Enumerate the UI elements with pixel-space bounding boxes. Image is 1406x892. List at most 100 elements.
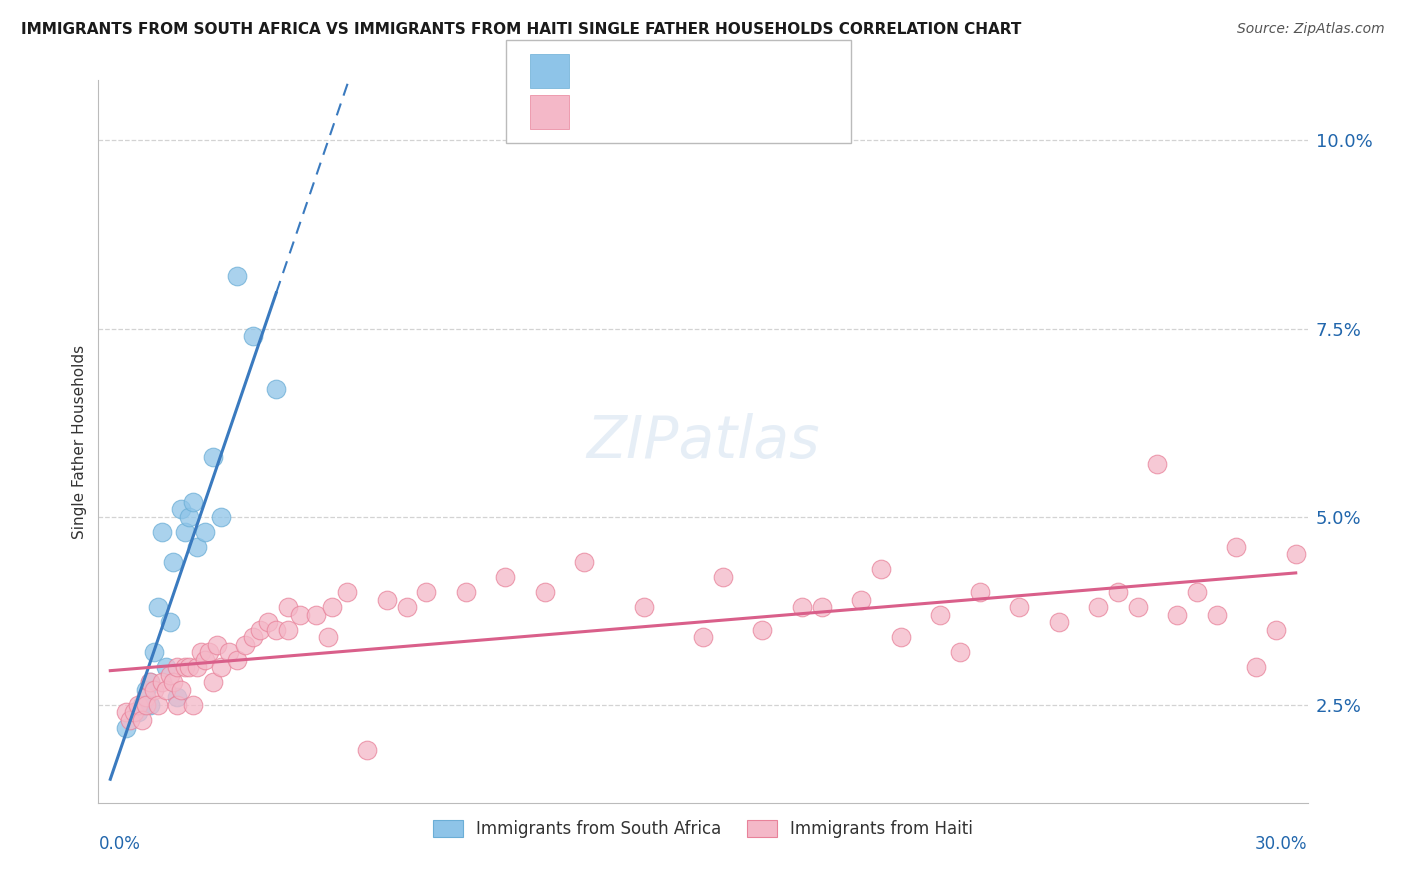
Legend: Immigrants from South Africa, Immigrants from Haiti: Immigrants from South Africa, Immigrants… — [426, 814, 980, 845]
Point — [1185, 585, 1208, 599]
Point — [1107, 585, 1129, 599]
Point — [166, 698, 188, 712]
Point — [170, 682, 193, 697]
Point — [179, 509, 201, 524]
Point — [849, 592, 872, 607]
Point — [494, 570, 516, 584]
Text: N = 24: N = 24 — [731, 62, 799, 79]
Point — [316, 630, 339, 644]
Point — [146, 698, 169, 712]
Point — [186, 540, 208, 554]
Point — [166, 690, 188, 705]
Point — [127, 706, 149, 720]
Point — [135, 698, 157, 712]
Point — [186, 660, 208, 674]
Point — [142, 682, 165, 697]
Point — [146, 600, 169, 615]
Point — [336, 585, 359, 599]
Point — [277, 600, 299, 615]
Point — [162, 555, 184, 569]
Text: R = 0.294: R = 0.294 — [583, 62, 673, 79]
Point — [135, 682, 157, 697]
Text: N = 74: N = 74 — [731, 103, 799, 121]
Y-axis label: Single Father Households: Single Father Households — [72, 344, 87, 539]
Point — [205, 638, 228, 652]
Point — [1008, 600, 1031, 615]
Point — [1285, 548, 1308, 562]
Point — [209, 509, 232, 524]
Point — [135, 690, 157, 705]
Point — [159, 615, 181, 630]
Point — [1087, 600, 1109, 615]
Point — [225, 653, 247, 667]
Point — [1126, 600, 1149, 615]
Point — [118, 713, 141, 727]
Point — [150, 675, 173, 690]
Point — [131, 713, 153, 727]
Point — [305, 607, 328, 622]
Point — [277, 623, 299, 637]
Point — [288, 607, 311, 622]
Point — [174, 660, 197, 674]
Point — [264, 382, 287, 396]
Point — [233, 638, 256, 652]
Point — [869, 562, 891, 576]
Point — [264, 623, 287, 637]
Text: IMMIGRANTS FROM SOUTH AFRICA VS IMMIGRANTS FROM HAITI SINGLE FATHER HOUSEHOLDS C: IMMIGRANTS FROM SOUTH AFRICA VS IMMIGRAN… — [21, 22, 1022, 37]
Point — [356, 743, 378, 757]
Point — [574, 555, 596, 569]
Point — [751, 623, 773, 637]
Point — [209, 660, 232, 674]
Point — [454, 585, 477, 599]
Point — [166, 660, 188, 674]
Point — [198, 645, 221, 659]
Point — [190, 645, 212, 659]
Point — [242, 329, 264, 343]
Text: 0.0%: 0.0% — [98, 835, 141, 854]
Point — [929, 607, 952, 622]
Point — [179, 660, 201, 674]
Point — [949, 645, 972, 659]
Point — [1146, 457, 1168, 471]
Point — [321, 600, 343, 615]
Point — [131, 698, 153, 712]
Point — [139, 675, 162, 690]
Point — [162, 675, 184, 690]
Point — [181, 494, 204, 508]
Point — [181, 698, 204, 712]
Point — [1225, 540, 1247, 554]
Text: R = 0.185: R = 0.185 — [583, 103, 673, 121]
Point — [1265, 623, 1288, 637]
Point — [375, 592, 398, 607]
Point — [890, 630, 912, 644]
Point — [692, 630, 714, 644]
Point — [633, 600, 655, 615]
Point — [969, 585, 991, 599]
Point — [142, 645, 165, 659]
Point — [194, 653, 217, 667]
Point — [534, 585, 557, 599]
Point — [711, 570, 734, 584]
Point — [194, 524, 217, 539]
Point — [218, 645, 240, 659]
Point — [1205, 607, 1227, 622]
Point — [174, 524, 197, 539]
Point — [415, 585, 437, 599]
Point — [170, 502, 193, 516]
Point — [1244, 660, 1267, 674]
Text: Source: ZipAtlas.com: Source: ZipAtlas.com — [1237, 22, 1385, 37]
Point — [249, 623, 271, 637]
Point — [159, 668, 181, 682]
Point — [139, 675, 162, 690]
Point — [1047, 615, 1070, 630]
Point — [395, 600, 418, 615]
Point — [155, 682, 177, 697]
Point — [810, 600, 832, 615]
Text: 30.0%: 30.0% — [1256, 835, 1308, 854]
Point — [257, 615, 280, 630]
Point — [139, 698, 162, 712]
Point — [150, 524, 173, 539]
Point — [122, 706, 145, 720]
Point — [202, 675, 225, 690]
Text: ZIPatlas: ZIPatlas — [586, 413, 820, 470]
